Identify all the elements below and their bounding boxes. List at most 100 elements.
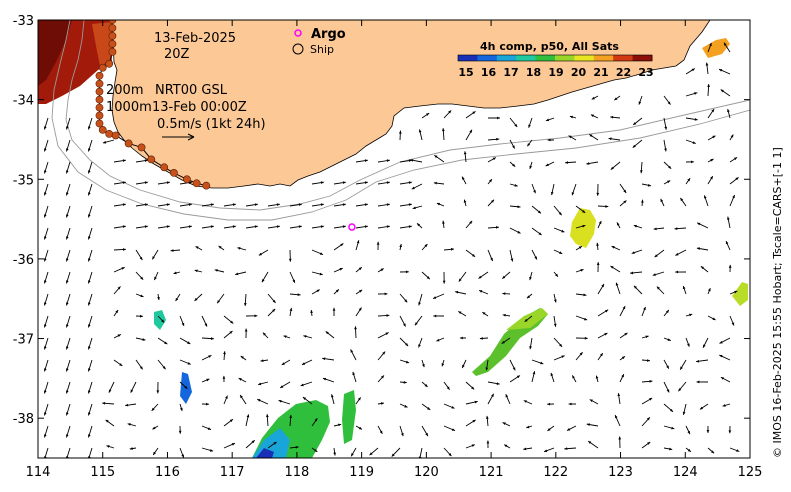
sst-patch-filament-upper — [506, 308, 548, 330]
sst-patch-south-inner — [252, 428, 290, 458]
current-arrow — [641, 416, 651, 427]
colorbar-tick-label: 20 — [571, 66, 587, 79]
current-arrow — [654, 249, 665, 258]
current-arrow — [223, 315, 234, 324]
current-arrow — [619, 355, 626, 361]
current-arrow — [663, 139, 667, 152]
x-tick-label: 124 — [673, 465, 698, 480]
colorbar-tick-label: 23 — [638, 66, 653, 79]
current-arrow — [245, 414, 250, 427]
current-arrow — [485, 415, 489, 427]
current-arrow — [682, 403, 687, 415]
current-arrow — [455, 290, 467, 295]
current-arrow — [113, 181, 126, 185]
current-arrow — [565, 161, 577, 164]
current-arrow — [487, 116, 500, 120]
current-arrow — [106, 445, 115, 449]
sst-patch-west-coast-inner — [38, 20, 72, 86]
argo-legend-icon — [294, 29, 302, 37]
current-arrow — [65, 403, 71, 416]
current-arrow — [545, 117, 555, 122]
current-arrow — [487, 249, 494, 262]
current-arrow — [179, 359, 191, 365]
current-arrow — [108, 381, 115, 393]
sst-patch-right — [732, 282, 748, 306]
current-arrow — [675, 270, 687, 274]
current-arrow — [611, 245, 621, 251]
current-arrow — [65, 381, 71, 394]
current-arrow — [265, 414, 269, 427]
ship-legend-icon — [292, 43, 304, 55]
current-arrow — [151, 403, 159, 412]
current-arrow — [87, 117, 93, 130]
current-arrow — [102, 139, 115, 144]
current-arrow — [288, 249, 292, 262]
current-arrow — [214, 269, 225, 273]
current-arrow — [113, 248, 126, 251]
current-arrow — [65, 183, 71, 196]
current-arrow — [729, 315, 735, 326]
current-arrow — [682, 285, 687, 295]
current-arrow — [135, 293, 144, 298]
current-arrow — [257, 398, 269, 405]
current-arrow — [443, 403, 455, 409]
current-arrow — [705, 62, 709, 75]
current-arrow — [65, 227, 71, 240]
depth-200-label: 200m — [106, 83, 143, 98]
current-arrow — [707, 447, 715, 454]
current-arrow — [531, 205, 542, 214]
current-arrow — [377, 292, 388, 296]
current-arrow — [487, 381, 500, 385]
current-arrow — [589, 399, 599, 405]
current-arrow — [354, 326, 357, 339]
current-arrow — [652, 271, 665, 276]
current-arrow — [421, 381, 428, 388]
current-arrow — [610, 161, 621, 170]
current-arrow — [485, 359, 489, 371]
current-arrow — [725, 240, 731, 251]
current-arrow — [239, 394, 247, 405]
current-arrow — [235, 271, 247, 276]
current-arrow — [237, 247, 247, 251]
current-arrow — [65, 117, 71, 130]
current-arrow — [311, 203, 324, 207]
current-arrow — [619, 200, 627, 207]
current-arrow — [553, 293, 557, 303]
current-arrow — [501, 337, 511, 344]
current-arrow — [571, 375, 577, 383]
current-arrow — [355, 266, 363, 273]
x-tick-label: 117 — [220, 465, 245, 480]
current-arrow — [641, 335, 649, 339]
current-arrow — [729, 290, 738, 295]
scale-text: 0.5m/s (1kt 24h) — [157, 117, 266, 132]
ship-track-point — [95, 119, 104, 128]
current-arrow — [262, 332, 269, 339]
current-arrow — [179, 315, 185, 327]
current-arrow — [720, 376, 731, 383]
current-arrow — [596, 183, 600, 196]
current-arrow — [596, 242, 599, 251]
current-arrow — [685, 117, 698, 121]
current-arrow — [586, 161, 599, 165]
current-arrow — [223, 418, 234, 427]
current-arrow — [663, 403, 674, 413]
colorbar-swatch — [458, 55, 478, 61]
current-arrow — [87, 227, 93, 240]
current-arrow — [586, 423, 599, 427]
current-arrow — [640, 199, 644, 207]
current-arrow — [43, 359, 49, 372]
colorbar-tick-label: 17 — [503, 66, 518, 79]
current-arrow — [355, 307, 362, 317]
current-arrow — [218, 245, 225, 251]
current-arrow — [201, 315, 208, 327]
current-arrow — [179, 337, 191, 345]
current-arrow — [355, 240, 360, 251]
current-arrow — [487, 226, 499, 229]
current-arrow — [421, 359, 425, 368]
sst-patch-east-coast — [702, 38, 730, 58]
current-arrow — [641, 359, 651, 362]
current-arrow — [223, 351, 226, 361]
current-arrow — [575, 336, 588, 340]
current-arrow — [531, 183, 536, 194]
current-arrow — [641, 397, 653, 405]
